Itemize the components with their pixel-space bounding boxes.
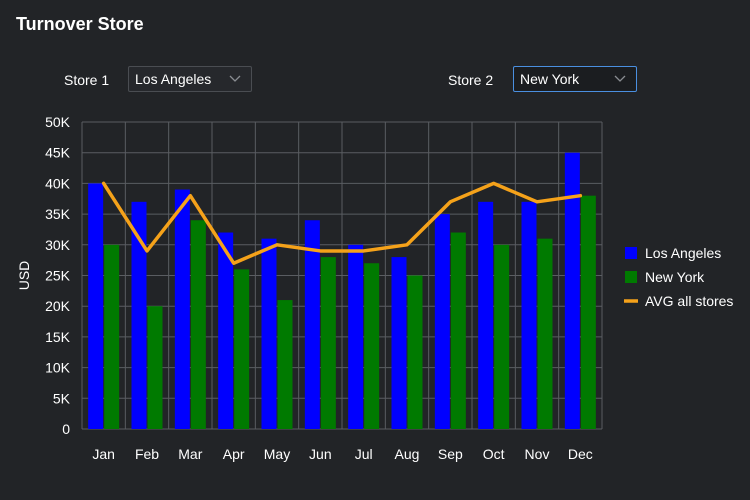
y-tick-label: 40K xyxy=(45,175,71,191)
y-tick-label: 25K xyxy=(45,268,71,284)
bar-new-york xyxy=(494,244,510,429)
y-tick-label: 0 xyxy=(62,421,70,437)
bar-los-angeles xyxy=(478,201,494,429)
y-tick-label: 5K xyxy=(53,390,71,406)
page-title: Turnover Store xyxy=(16,14,144,34)
bar-los-angeles xyxy=(218,232,234,429)
x-tick-label: Jul xyxy=(355,446,373,462)
x-tick-label: Oct xyxy=(483,446,505,462)
y-tick-label: 10K xyxy=(45,360,71,376)
bar-los-angeles xyxy=(434,214,450,429)
bar-los-angeles xyxy=(564,152,580,429)
bar-new-york xyxy=(537,238,553,429)
x-tick-label: Nov xyxy=(525,446,550,462)
x-tick-label: Aug xyxy=(395,446,420,462)
store1-select[interactable]: Los Angeles xyxy=(128,66,252,92)
bar-los-angeles xyxy=(304,220,320,429)
store2-select-value: New York xyxy=(520,71,580,87)
store1-select-value: Los Angeles xyxy=(135,71,212,87)
x-tick-label: Jun xyxy=(309,446,332,462)
bar-los-angeles xyxy=(131,201,147,429)
y-axis-label: USD xyxy=(16,261,32,291)
legend-label: AVG all stores xyxy=(645,293,733,309)
y-tick-label: 15K xyxy=(45,329,71,345)
x-tick-label: Apr xyxy=(223,446,245,462)
bar-new-york xyxy=(104,244,120,429)
x-tick-label: Mar xyxy=(178,446,202,462)
bar-new-york xyxy=(320,257,336,429)
store1-label: Store 1 xyxy=(64,72,110,88)
y-tick-label: 35K xyxy=(45,206,71,222)
x-tick-label: May xyxy=(264,446,290,462)
bar-new-york xyxy=(450,232,466,429)
bar-new-york xyxy=(407,275,423,429)
bar-los-angeles xyxy=(391,257,407,429)
store2-label: Store 2 xyxy=(448,72,494,88)
bar-new-york xyxy=(277,300,293,429)
bar-los-angeles xyxy=(88,183,104,429)
bar-new-york xyxy=(190,220,206,429)
y-tick-label: 30K xyxy=(45,237,71,253)
bar-los-angeles xyxy=(174,189,190,429)
bar-los-angeles xyxy=(348,244,364,429)
avg-line xyxy=(101,181,583,265)
x-tick-label: Dec xyxy=(568,446,593,462)
x-tick-label: Jan xyxy=(92,446,115,462)
legend-swatch xyxy=(625,271,637,283)
bar-los-angeles xyxy=(521,201,537,429)
y-tick-label: 20K xyxy=(45,298,71,314)
bar-new-york xyxy=(364,263,380,429)
chevron-down-icon xyxy=(229,75,241,82)
bar-new-york xyxy=(147,306,163,429)
legend-label: New York xyxy=(645,269,705,285)
legend-label: Los Angeles xyxy=(645,245,721,261)
bar-los-angeles xyxy=(261,238,277,429)
y-tick-label: 45K xyxy=(45,145,71,161)
bar-new-york xyxy=(234,269,250,429)
x-tick-label: Sep xyxy=(438,446,463,462)
legend-swatch xyxy=(625,247,637,259)
chevron-down-icon xyxy=(614,75,626,82)
x-tick-label: Feb xyxy=(135,446,159,462)
store2-select[interactable]: New York xyxy=(513,66,637,92)
y-tick-label: 50K xyxy=(45,114,71,130)
bar-new-york xyxy=(580,195,596,429)
